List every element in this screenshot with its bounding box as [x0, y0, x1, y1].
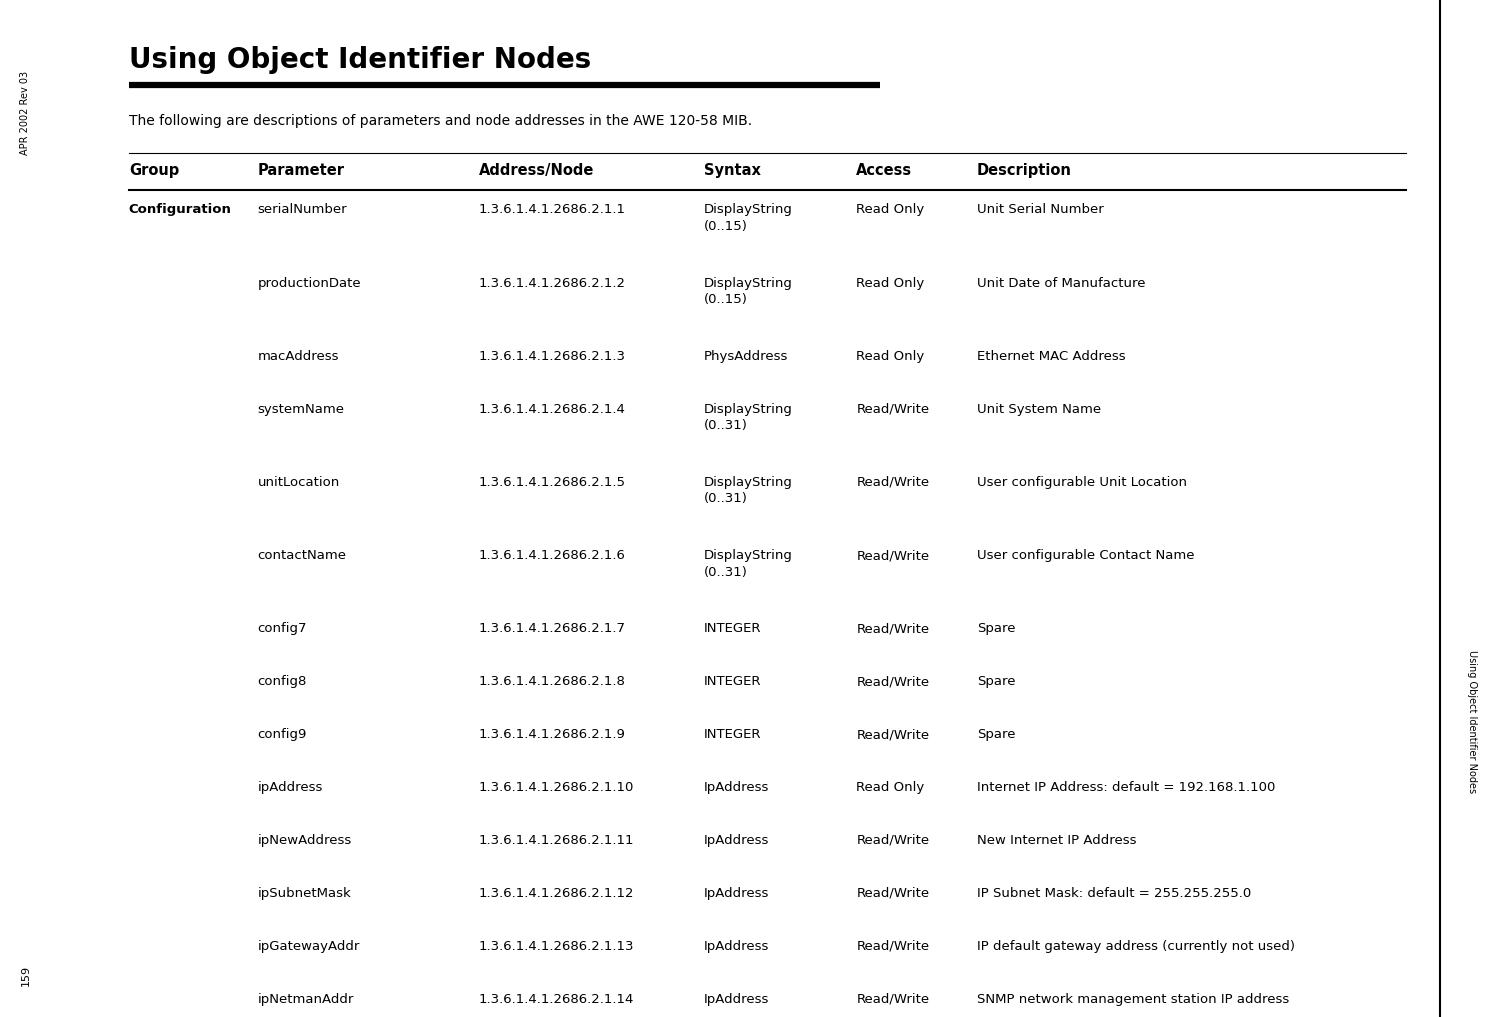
Text: New Internet IP Address: New Internet IP Address [976, 834, 1136, 847]
Text: Access: Access [856, 163, 913, 178]
Text: Read/Write: Read/Write [856, 940, 930, 953]
Text: 1.3.6.1.4.1.2686.2.1.3: 1.3.6.1.4.1.2686.2.1.3 [479, 350, 626, 363]
Text: Spare: Spare [976, 675, 1015, 689]
Text: productionDate: productionDate [257, 277, 361, 290]
Text: serialNumber: serialNumber [257, 203, 347, 217]
Text: 1.3.6.1.4.1.2686.2.1.14: 1.3.6.1.4.1.2686.2.1.14 [479, 993, 635, 1006]
Text: 1.3.6.1.4.1.2686.2.1.11: 1.3.6.1.4.1.2686.2.1.11 [479, 834, 635, 847]
Text: DisplayString
(0..31): DisplayString (0..31) [704, 403, 793, 432]
Text: Ethernet MAC Address: Ethernet MAC Address [976, 350, 1126, 363]
Text: config8: config8 [257, 675, 307, 689]
Text: User configurable Contact Name: User configurable Contact Name [976, 549, 1195, 562]
Text: IpAddress: IpAddress [704, 940, 769, 953]
Text: IpAddress: IpAddress [704, 993, 769, 1006]
Text: systemName: systemName [257, 403, 344, 416]
Text: Read Only: Read Only [856, 277, 925, 290]
Text: 1.3.6.1.4.1.2686.2.1.2: 1.3.6.1.4.1.2686.2.1.2 [479, 277, 626, 290]
Text: IpAddress: IpAddress [704, 834, 769, 847]
Text: Configuration: Configuration [129, 203, 232, 217]
Text: 1.3.6.1.4.1.2686.2.1.7: 1.3.6.1.4.1.2686.2.1.7 [479, 622, 626, 636]
Text: The following are descriptions of parameters and node addresses in the AWE 120-5: The following are descriptions of parame… [129, 114, 751, 128]
Text: config9: config9 [257, 728, 307, 741]
Text: Read/Write: Read/Write [856, 728, 930, 741]
Text: ipAddress: ipAddress [257, 781, 323, 794]
Text: Internet IP Address: default = 192.168.1.100: Internet IP Address: default = 192.168.1… [976, 781, 1275, 794]
Text: Read/Write: Read/Write [856, 834, 930, 847]
Text: 1.3.6.1.4.1.2686.2.1.5: 1.3.6.1.4.1.2686.2.1.5 [479, 476, 626, 489]
Text: Read/Write: Read/Write [856, 549, 930, 562]
Text: 1.3.6.1.4.1.2686.2.1.4: 1.3.6.1.4.1.2686.2.1.4 [479, 403, 626, 416]
Text: APR 2002 Rev 03: APR 2002 Rev 03 [21, 71, 30, 156]
Text: ipSubnetMask: ipSubnetMask [257, 887, 352, 900]
Text: 1.3.6.1.4.1.2686.2.1.13: 1.3.6.1.4.1.2686.2.1.13 [479, 940, 635, 953]
Text: IpAddress: IpAddress [704, 781, 769, 794]
Text: Unit Serial Number: Unit Serial Number [976, 203, 1103, 217]
Text: 1.3.6.1.4.1.2686.2.1.10: 1.3.6.1.4.1.2686.2.1.10 [479, 781, 635, 794]
Text: 1.3.6.1.4.1.2686.2.1.1: 1.3.6.1.4.1.2686.2.1.1 [479, 203, 626, 217]
Text: Address/Node: Address/Node [479, 163, 594, 178]
Text: PhysAddress: PhysAddress [704, 350, 789, 363]
Text: DisplayString
(0..15): DisplayString (0..15) [704, 277, 793, 306]
Text: INTEGER: INTEGER [704, 622, 762, 636]
Text: ipGatewayAddr: ipGatewayAddr [257, 940, 359, 953]
Text: Spare: Spare [976, 622, 1015, 636]
Text: IpAddress: IpAddress [704, 887, 769, 900]
Text: Read/Write: Read/Write [856, 476, 930, 489]
Text: Read Only: Read Only [856, 203, 925, 217]
Text: Parameter: Parameter [257, 163, 344, 178]
Text: 159: 159 [21, 965, 30, 986]
Text: SNMP network management station IP address: SNMP network management station IP addre… [976, 993, 1289, 1006]
Text: User configurable Unit Location: User configurable Unit Location [976, 476, 1187, 489]
Text: ipNewAddress: ipNewAddress [257, 834, 352, 847]
Text: Unit System Name: Unit System Name [976, 403, 1100, 416]
Text: Using Object Identifier Nodes: Using Object Identifier Nodes [129, 46, 591, 74]
Text: IP Subnet Mask: default = 255.255.255.0: IP Subnet Mask: default = 255.255.255.0 [976, 887, 1251, 900]
Text: config7: config7 [257, 622, 307, 636]
Text: Using Object Identifier Nodes: Using Object Identifier Nodes [1467, 650, 1476, 793]
Text: unitLocation: unitLocation [257, 476, 340, 489]
Text: INTEGER: INTEGER [704, 675, 762, 689]
Text: 1.3.6.1.4.1.2686.2.1.8: 1.3.6.1.4.1.2686.2.1.8 [479, 675, 626, 689]
Text: DisplayString
(0..31): DisplayString (0..31) [704, 476, 793, 505]
Text: Unit Date of Manufacture: Unit Date of Manufacture [976, 277, 1145, 290]
Text: IP default gateway address (currently not used): IP default gateway address (currently no… [976, 940, 1295, 953]
Text: ipNetmanAddr: ipNetmanAddr [257, 993, 353, 1006]
Text: Read/Write: Read/Write [856, 993, 930, 1006]
Text: DisplayString
(0..15): DisplayString (0..15) [704, 203, 793, 233]
Text: 1.3.6.1.4.1.2686.2.1.12: 1.3.6.1.4.1.2686.2.1.12 [479, 887, 635, 900]
Text: DisplayString
(0..31): DisplayString (0..31) [704, 549, 793, 579]
Text: Read/Write: Read/Write [856, 622, 930, 636]
Text: 1.3.6.1.4.1.2686.2.1.9: 1.3.6.1.4.1.2686.2.1.9 [479, 728, 626, 741]
Text: contactName: contactName [257, 549, 346, 562]
Text: Group: Group [129, 163, 180, 178]
Text: Syntax: Syntax [704, 163, 760, 178]
Text: Read/Write: Read/Write [856, 675, 930, 689]
Text: Read/Write: Read/Write [856, 403, 930, 416]
Text: macAddress: macAddress [257, 350, 338, 363]
Text: Read Only: Read Only [856, 781, 925, 794]
Text: Description: Description [976, 163, 1072, 178]
Text: Read Only: Read Only [856, 350, 925, 363]
Text: INTEGER: INTEGER [704, 728, 762, 741]
Text: 1.3.6.1.4.1.2686.2.1.6: 1.3.6.1.4.1.2686.2.1.6 [479, 549, 626, 562]
Text: Spare: Spare [976, 728, 1015, 741]
Text: Read/Write: Read/Write [856, 887, 930, 900]
